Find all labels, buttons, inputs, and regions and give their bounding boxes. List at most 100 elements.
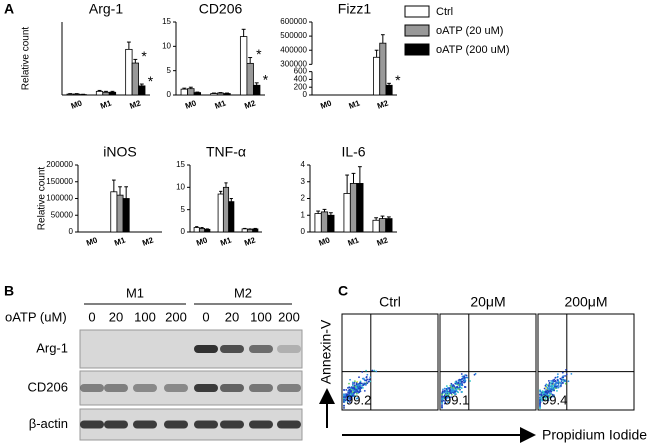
flow-event (460, 391, 463, 393)
lane-label: 20 (109, 309, 123, 324)
flow-event (556, 378, 559, 381)
flow-event (551, 389, 554, 392)
flow-event (459, 378, 462, 381)
blot-band (249, 345, 273, 353)
flow-event (561, 371, 564, 374)
blot-band (277, 384, 301, 392)
flow-event (355, 388, 358, 391)
flow-event (445, 385, 448, 387)
blot-band (220, 345, 244, 353)
flow-event (564, 375, 566, 377)
flow-event (455, 389, 458, 392)
flow-event (346, 394, 349, 397)
blot-band (194, 345, 218, 353)
y-tick-label: 5 (167, 66, 172, 75)
flow-event (349, 401, 351, 404)
flow-event (463, 376, 465, 378)
bar (314, 213, 322, 233)
flow-event (539, 397, 541, 399)
significance-mark: * (141, 48, 147, 64)
y-tick-label: 0 (167, 90, 172, 99)
flow-event (447, 396, 449, 398)
flow-event (442, 388, 444, 391)
flow-event (465, 374, 468, 377)
flow-event (542, 390, 545, 393)
flow-event (561, 381, 564, 384)
chart-title: Fizz1 (338, 1, 372, 17)
flow-event (544, 391, 547, 394)
bar (210, 93, 218, 96)
flow-event (353, 389, 356, 392)
flow-event (474, 372, 477, 375)
lane-label: 20 (225, 309, 239, 324)
flow-event (550, 390, 553, 393)
bar (122, 198, 130, 233)
bar (228, 201, 235, 233)
y-tick-label: 150000 (46, 177, 73, 186)
flow-event (450, 392, 452, 395)
flow-event (448, 393, 450, 396)
flow-event (554, 387, 557, 390)
bar (102, 91, 110, 96)
blot-band (104, 420, 128, 429)
flow-event (369, 376, 372, 379)
y-tick-label: 100000 (46, 194, 73, 203)
blot-row-label: Arg-1 (36, 340, 68, 355)
flow-event (443, 389, 446, 392)
bar (385, 84, 393, 96)
bar (108, 91, 117, 96)
bar (378, 218, 387, 233)
bar (131, 62, 139, 96)
flow-event (550, 387, 552, 390)
flow-event (364, 382, 366, 385)
flow-event (447, 391, 450, 394)
flow-event (567, 380, 570, 383)
flow-event (556, 376, 559, 379)
lane-label: 0 (88, 309, 95, 324)
flow-event (344, 399, 347, 402)
blot-band (277, 420, 301, 429)
flow-event (559, 385, 562, 388)
flow-event (356, 380, 359, 383)
flow-event (550, 395, 553, 398)
y-tick-label: 200 (294, 82, 308, 91)
y-tick-label: 400 (294, 75, 308, 84)
flow-event (543, 393, 545, 396)
x-tick-label: M2 (141, 235, 155, 247)
flow-event (366, 382, 369, 385)
bar (327, 214, 335, 233)
bar (110, 191, 118, 233)
flow-event (450, 386, 453, 389)
flow-event (348, 392, 351, 395)
flow-event (371, 369, 374, 372)
flow-event (348, 386, 351, 389)
flow-event (353, 380, 356, 383)
flow-event (459, 386, 462, 389)
blot-band (194, 384, 218, 392)
flow-event (469, 380, 471, 382)
bar (116, 194, 124, 233)
y-tick-label: 600 (294, 67, 308, 76)
flow-event (549, 393, 552, 396)
flow-plot (537, 313, 635, 411)
flow-event (550, 379, 553, 382)
y-axis-label: Relative count (37, 167, 48, 231)
flow-event (552, 379, 554, 382)
bar (252, 228, 259, 233)
bar (385, 218, 393, 233)
x-tick-label: M1 (99, 98, 113, 110)
x-tick-label: M1 (214, 98, 228, 110)
blot-row-label: β-actin (29, 416, 68, 431)
flow-event (351, 392, 354, 395)
y-axis-label: Annexin-V (318, 319, 334, 384)
legend-swatch (404, 24, 430, 37)
flow-event (363, 389, 366, 392)
blot-band (249, 384, 273, 392)
blot-band (194, 420, 218, 429)
flow-event (450, 390, 453, 393)
flow-event (343, 397, 345, 400)
flow-event (551, 384, 554, 387)
blot-band (80, 384, 104, 392)
flow-event (373, 369, 376, 372)
flow-event (539, 392, 542, 394)
